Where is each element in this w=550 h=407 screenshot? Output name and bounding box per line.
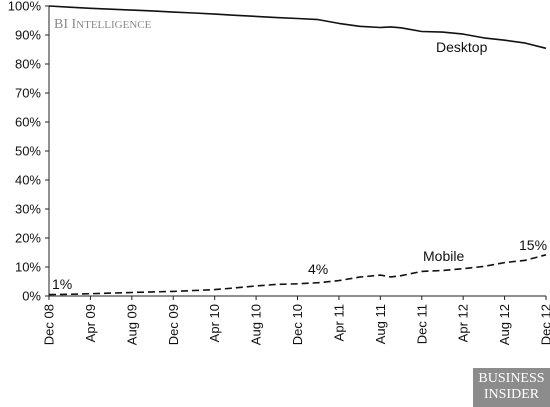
x-axis-ticks: Dec 08 Apr 09 Aug 09 Dec 09 Apr 10 Aug 10 Dec …	[42, 296, 550, 345]
annotation-end: 15%	[519, 237, 547, 253]
x-tick-label: Apr 09	[83, 304, 98, 342]
y-tick-label: 90%	[15, 28, 41, 43]
watermark-line-2: INSIDER	[483, 387, 540, 402]
y-tick-label: 80%	[15, 57, 41, 72]
series-label-desktop: Desktop	[436, 39, 488, 55]
x-tick-label: Dec 09	[166, 304, 181, 345]
series	[48, 5, 547, 296]
y-tick-label: 30%	[15, 202, 41, 217]
y-tick-label: 60%	[15, 115, 41, 130]
y-tick-label: 20%	[15, 231, 41, 246]
series-label-mobile: Mobile	[423, 248, 464, 264]
y-tick-label: 0%	[22, 289, 41, 304]
x-tick-label: Aug 11	[373, 304, 388, 344]
x-tick-label: Aug 12	[497, 304, 512, 345]
business-insider-logo: BUSINESS INSIDER	[473, 368, 550, 407]
x-tick-label: Dec 08	[42, 304, 57, 345]
annotation-start: 1%	[52, 276, 72, 292]
watermark-line-1: BUSINESS	[478, 371, 545, 386]
x-tick-label: Apr 10	[207, 304, 222, 342]
x-tick-label: Dec 11	[414, 304, 429, 344]
x-tick-label: Aug 10	[249, 304, 264, 345]
y-tick-label: 10%	[15, 260, 41, 275]
x-tick-label: Apr 12	[456, 304, 471, 342]
annotation-mid: 4%	[308, 261, 328, 277]
y-tick-label: 50%	[15, 144, 41, 159]
series-line-mobile	[48, 254, 547, 296]
x-tick-label: Dec 12	[539, 304, 550, 345]
y-tick-label: 70%	[15, 86, 41, 101]
y-tick-label: 100%	[8, 0, 42, 14]
series-line-desktop	[48, 5, 547, 50]
brand-label: BI INTELLIGENCE	[54, 17, 152, 32]
y-tick-label: 40%	[15, 173, 41, 188]
y-axis-ticks: 0% 10% 20% 30% 40% 50% 60% 70% 80% 90% 100%	[8, 0, 49, 304]
x-tick-label: Dec 10	[290, 304, 305, 345]
x-tick-label: Aug 09	[124, 304, 139, 345]
x-tick-label: Apr 11	[331, 304, 346, 341]
